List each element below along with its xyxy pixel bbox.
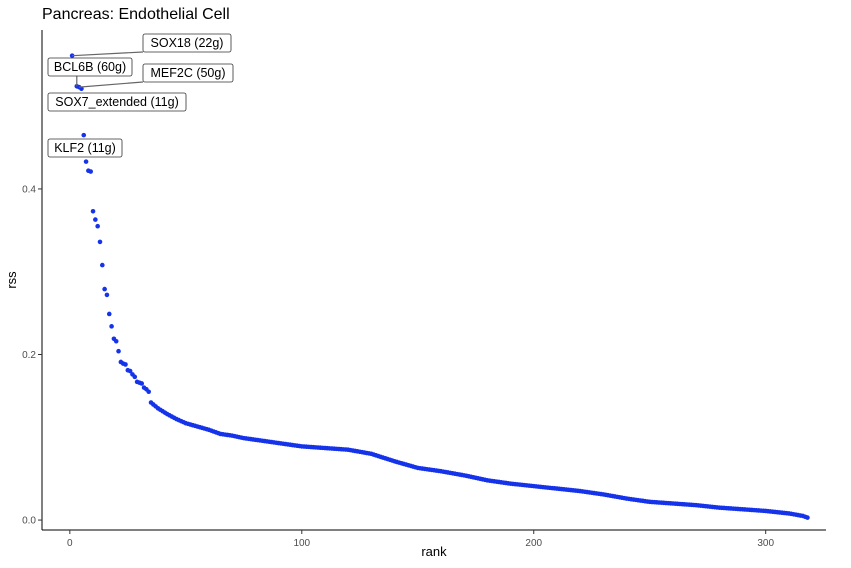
annotation-label: SOX18 (22g) xyxy=(151,36,224,50)
data-point xyxy=(127,368,133,374)
data-point xyxy=(805,515,810,520)
y-axis-ticks: 0.0 0.2 0.4 xyxy=(22,184,42,527)
annotation-leader xyxy=(72,51,144,57)
data-point xyxy=(139,381,145,386)
x-axis-title: rank xyxy=(421,544,447,559)
y-tick-label: 0.0 xyxy=(22,516,36,527)
annotation-box xyxy=(142,63,234,83)
data-point xyxy=(90,208,96,214)
data-point xyxy=(95,223,100,229)
x-tick-label: 100 xyxy=(293,538,310,549)
data-point xyxy=(88,169,94,174)
data-point xyxy=(132,374,138,380)
annotation-box xyxy=(47,138,123,158)
y-axis-title: rss xyxy=(4,271,19,289)
annotation-box xyxy=(142,33,232,53)
data-point xyxy=(81,132,87,138)
data-point xyxy=(116,348,121,354)
annotation-label: KLF2 (11g) xyxy=(54,141,116,155)
x-axis-ticks: 0 100 200 300 xyxy=(67,530,774,549)
annotation-leaders xyxy=(72,51,144,88)
data-point xyxy=(102,286,107,292)
data-point xyxy=(113,338,119,344)
y-tick-label: 0.4 xyxy=(22,184,36,195)
data-point xyxy=(97,239,103,245)
chart-title: Pancreas: Endothelial Cell xyxy=(42,6,230,23)
annotation-labels: SOX18 (22g) BCL6B (60g) MEF2C (50g) SOX7_ex… xyxy=(47,33,234,158)
annotation-label: SOX7_extended (11g) xyxy=(55,95,178,109)
plot-area: SOX18 (22g) BCL6B (60g) MEF2C (50g) SOX7_ex… xyxy=(47,33,810,520)
data-point xyxy=(123,362,128,367)
annotation-leader xyxy=(79,81,144,88)
data-point xyxy=(100,262,105,268)
x-tick-label: 300 xyxy=(757,538,774,549)
data-point xyxy=(93,217,98,222)
data-point xyxy=(109,324,114,329)
y-tick-label: 0.2 xyxy=(22,350,36,361)
annotation-label: MEF2C (50g) xyxy=(150,66,225,80)
data-point xyxy=(146,389,151,395)
annotation-box xyxy=(47,92,187,112)
data-point xyxy=(69,53,75,58)
x-tick-label: 200 xyxy=(525,538,542,549)
data-point xyxy=(83,159,89,164)
data-point xyxy=(104,292,110,298)
annotation-label: BCL6B (60g) xyxy=(54,60,126,74)
data-point xyxy=(106,311,112,317)
annotation-box xyxy=(47,57,133,77)
x-tick-label: 0 xyxy=(67,538,73,549)
data-points xyxy=(69,53,810,520)
